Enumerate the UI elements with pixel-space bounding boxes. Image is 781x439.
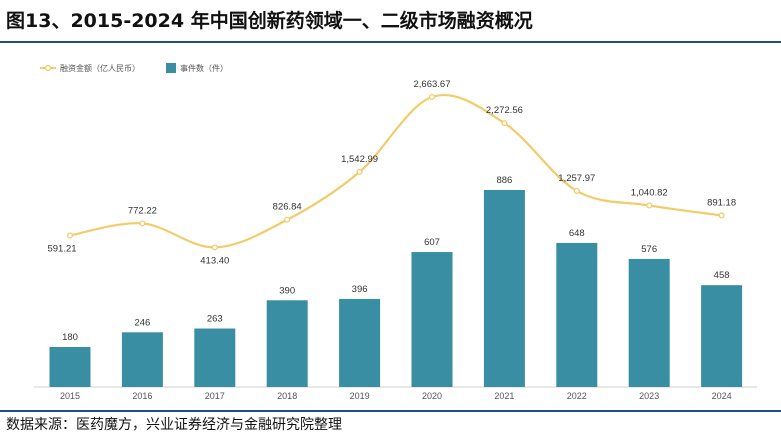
bar-label-2016: 246 — [134, 317, 150, 328]
line-label-2024: 891.18 — [707, 197, 736, 208]
line-point-2020 — [428, 93, 436, 101]
line-point-2017 — [211, 244, 218, 251]
source-note: 数据来源：医药魔方，兴业证券经济与金融研究院整理 — [6, 417, 342, 433]
bar-label-2015: 180 — [62, 332, 78, 343]
bar-2016 — [121, 332, 163, 387]
bar-label-2021: 886 — [496, 175, 512, 186]
amount-line — [69, 93, 722, 249]
x-tick-2019: 2019 — [350, 391, 370, 401]
line-point-2023 — [646, 202, 653, 209]
bar-label-2023: 576 — [641, 244, 657, 255]
line-label-2021: 2,272.56 — [486, 105, 523, 116]
x-tick-2020: 2020 — [422, 391, 442, 401]
line-label-2016: 772.22 — [128, 205, 157, 216]
x-tick-2022: 2022 — [567, 391, 587, 401]
x-tick-2021: 2021 — [494, 391, 514, 401]
chart-svg: 180 246 263 390 396 607 886 648 576 458 591.21 772.… — [34, 63, 757, 401]
bar-label-2022: 648 — [569, 228, 585, 239]
bar-2021 — [483, 190, 525, 387]
line-point-2016 — [139, 220, 146, 227]
bar-2020 — [411, 252, 453, 387]
line-label-2015: 591.21 — [47, 243, 76, 254]
bar-2018 — [266, 300, 308, 387]
line-label-2022: 1,257.97 — [558, 173, 595, 184]
line-point-2021 — [501, 120, 508, 127]
line-label-2017: 413.40 — [200, 255, 229, 266]
x-tick-2015: 2015 — [60, 391, 80, 401]
bar-2019 — [339, 298, 381, 387]
bar-label-2024: 458 — [714, 270, 730, 281]
line-label-2023: 1,040.82 — [631, 187, 668, 198]
line-label-2020: 2,663.67 — [414, 79, 451, 90]
bar-label-2018: 390 — [279, 285, 295, 296]
x-tick-2018: 2018 — [277, 391, 297, 401]
chart-title: 图13、2015-2024 年中国创新药领域一、二级市场融资概况 — [6, 10, 533, 32]
line-label-2019: 1,542.99 — [341, 154, 378, 165]
bottom-rule — [0, 410, 781, 412]
line-point-2015 — [66, 232, 74, 239]
x-tick-2016: 2016 — [132, 391, 152, 401]
bar-label-2020: 607 — [424, 237, 440, 248]
top-rule — [0, 41, 781, 43]
legend-bar-swatch — [166, 63, 176, 73]
line-point-2024 — [718, 212, 725, 219]
legend-line-marker — [44, 64, 52, 72]
x-tick-2023: 2023 — [639, 391, 659, 401]
x-tick-2024: 2024 — [712, 391, 732, 401]
bar-2024 — [701, 285, 743, 387]
legend-label-amount: 融资金额（亿人民币） — [60, 63, 140, 73]
line-point-2022 — [573, 187, 580, 194]
line-label-2018: 826.84 — [273, 202, 302, 213]
bar-2015 — [49, 346, 91, 387]
bar-label-2019: 396 — [352, 284, 368, 295]
bar-label-2017: 263 — [207, 314, 223, 325]
bar-2023 — [628, 258, 670, 387]
line-point-2018 — [284, 216, 291, 223]
line-point-2019 — [356, 168, 363, 175]
bar-2022 — [556, 242, 598, 387]
legend: 融资金额（亿人民币） 事件数（件） — [40, 63, 228, 73]
bar-2017 — [194, 328, 236, 387]
x-tick-2017: 2017 — [205, 391, 225, 401]
legend-label-count: 事件数（件） — [180, 63, 228, 73]
